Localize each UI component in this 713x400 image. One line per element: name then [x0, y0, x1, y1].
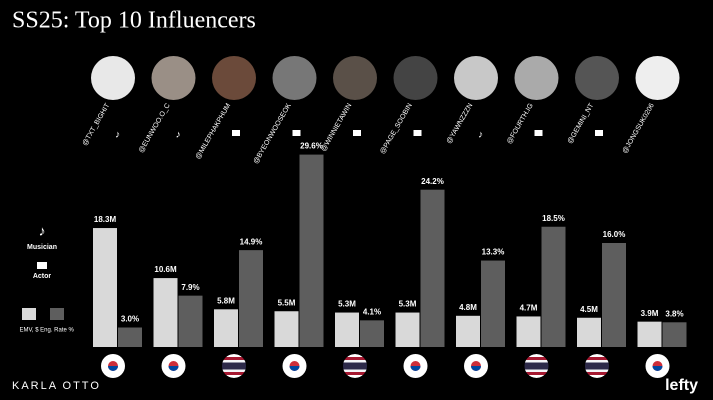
- value-label: 24.2%: [421, 177, 444, 186]
- actor-icon: [595, 130, 603, 136]
- actor-icon: [292, 130, 301, 136]
- flag-ring: [339, 350, 371, 382]
- bar: [239, 250, 263, 347]
- bar: [118, 327, 142, 347]
- legend-swatch: [50, 308, 64, 320]
- avatar: [454, 56, 498, 100]
- legend-label: Eng. Rate %: [40, 328, 74, 334]
- value-label: 16.0%: [603, 230, 626, 239]
- avatar: [393, 56, 438, 100]
- bar: [602, 243, 626, 347]
- value-label: 4.1%: [363, 307, 381, 316]
- flag-ring: [218, 350, 250, 382]
- flag-part: [222, 362, 246, 370]
- bar: [299, 154, 324, 347]
- bar: [335, 312, 359, 347]
- avatar: [635, 56, 680, 100]
- actor-icon: [413, 130, 422, 136]
- legend-musician: Musician: [27, 244, 57, 251]
- bar: [214, 309, 238, 347]
- chart-title: SS25: Top 10 Influencers: [12, 8, 256, 34]
- value-label: 5.8M: [217, 296, 235, 305]
- value-label: 4.7M: [520, 304, 538, 313]
- bar: [360, 320, 384, 347]
- legend-actor: Actor: [33, 273, 52, 280]
- actor-icon: [534, 130, 543, 136]
- flag-part: [471, 366, 481, 371]
- value-label: 3.0%: [121, 315, 139, 324]
- bar: [541, 226, 566, 347]
- avatar: [151, 56, 196, 100]
- value-label: 13.3%: [482, 248, 505, 257]
- bar: [153, 278, 178, 347]
- flag-ring: [581, 350, 613, 382]
- actor-icon: [232, 130, 240, 136]
- flag-part: [168, 366, 179, 372]
- value-label: 4.8M: [459, 303, 477, 312]
- value-label: 10.6M: [154, 265, 177, 274]
- flag-part: [410, 366, 421, 372]
- bar: [274, 311, 299, 347]
- bar: [481, 260, 505, 347]
- flag-part: [289, 366, 300, 372]
- avatar: [272, 56, 317, 100]
- legend-label: EMV, $: [19, 328, 39, 334]
- music-icon: ♪: [115, 130, 120, 141]
- actor-icon: [37, 262, 47, 269]
- value-label: 5.3M: [338, 300, 356, 309]
- flag-ring: [520, 350, 553, 382]
- value-label: 7.9%: [181, 283, 199, 292]
- value-label: 3.9M: [641, 309, 659, 318]
- actor-icon: [353, 130, 361, 136]
- value-label: 5.5M: [278, 298, 296, 307]
- avatar: [514, 56, 559, 100]
- value-label: 29.6%: [300, 142, 323, 151]
- bar: [395, 312, 420, 347]
- bar: [516, 316, 541, 347]
- bar: [178, 295, 203, 347]
- legend-swatch: [22, 308, 36, 320]
- bar: [420, 189, 445, 347]
- flag-part: [585, 362, 609, 370]
- value-label: 18.5%: [542, 214, 565, 223]
- bar: [577, 317, 601, 347]
- footer-logo: lefty: [665, 377, 698, 394]
- value-label: 14.9%: [240, 237, 263, 246]
- music-icon: ♪: [176, 130, 181, 141]
- bar: [662, 322, 687, 347]
- avatar: [91, 56, 135, 100]
- avatar: [575, 56, 619, 100]
- music-icon: ♪: [39, 223, 46, 239]
- flag-part: [108, 366, 118, 371]
- flag-part: [652, 366, 663, 372]
- value-label: 5.3M: [399, 300, 417, 309]
- value-label: 18.3M: [94, 215, 117, 224]
- bar: [93, 228, 117, 347]
- flag-part: [524, 362, 549, 370]
- flag-part: [343, 362, 367, 370]
- music-icon: ♪: [478, 130, 483, 141]
- bar: [637, 321, 662, 347]
- bar: [456, 315, 480, 347]
- footer-brand: KARLA OTTO: [12, 380, 101, 392]
- avatar: [212, 56, 256, 100]
- avatar: [333, 56, 377, 100]
- value-label: 4.5M: [580, 305, 598, 314]
- value-label: 3.8%: [665, 309, 683, 318]
